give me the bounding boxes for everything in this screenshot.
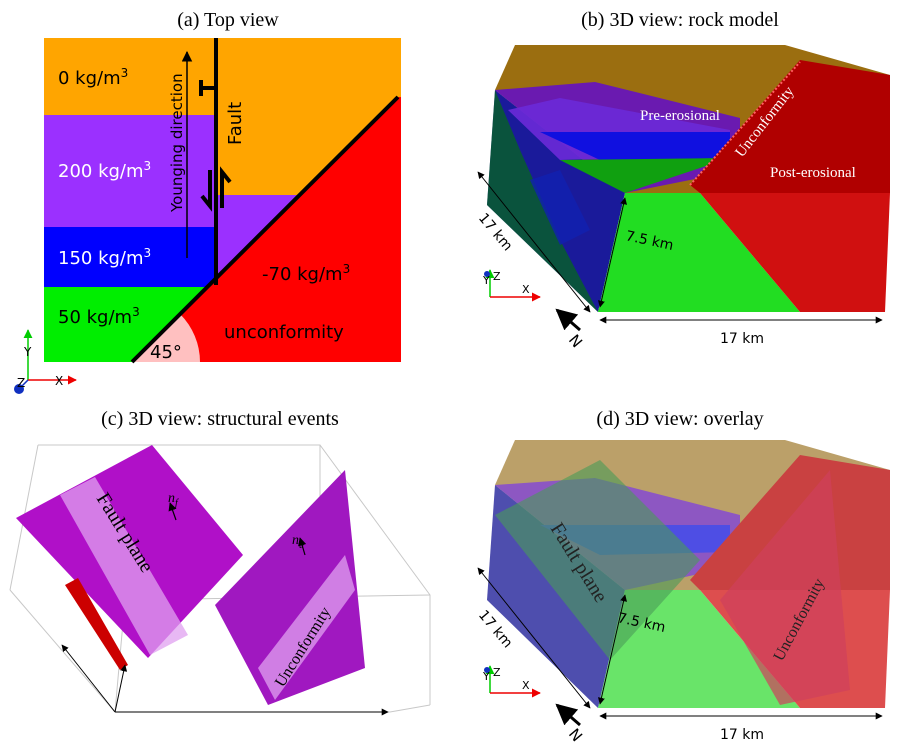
band-50-label: 50 kg/m3 [58, 305, 140, 328]
front-face-green [598, 193, 800, 312]
axes-triad-b: Y X Z [482, 269, 541, 302]
nu-vector [298, 537, 307, 556]
fault-label: Fault [225, 102, 246, 145]
nf-label: nf [168, 491, 179, 509]
post-erosional-front [700, 193, 890, 312]
angle-label: 45° [150, 342, 182, 363]
post-erosional-label: Post-erosional [770, 165, 856, 181]
dim-bottom-label-b: 17 km [720, 331, 764, 347]
fault-motion-right-arrow [220, 166, 232, 208]
dim-side-d [477, 567, 591, 709]
panel-d-title: (d) 3D view: overlay [596, 408, 763, 430]
fault-motion-left-arrow [200, 170, 212, 212]
svg-text:X: X [55, 374, 63, 388]
pre-erosional-blue [540, 132, 730, 160]
pre-erosional-green-top [560, 158, 730, 193]
panel-d: (d) 3D view: overlay Fault plane Unconfo… [475, 408, 890, 745]
svg-text:Y: Y [482, 670, 490, 683]
band-0-label: 0 kg/m3 [58, 66, 128, 89]
svg-text:X: X [522, 679, 530, 692]
pre-erosional-label: Pre-erosional [640, 108, 720, 124]
svg-text:Z: Z [493, 270, 501, 283]
svg-text:X: X [522, 283, 530, 296]
svg-text:Y: Y [482, 274, 490, 287]
dim-height-b [597, 197, 628, 308]
panel-b-title: (b) 3D view: rock model [581, 9, 779, 31]
nf-vector [168, 502, 177, 521]
svg-text:Z: Z [17, 376, 25, 390]
svg-text:Z: Z [493, 666, 501, 679]
dim-bottom-label-d: 17 km [720, 727, 764, 743]
younging-label: Younging direction [168, 73, 186, 213]
band-150-label: 150 kg/m3 [58, 246, 151, 269]
north-label-b: N [565, 331, 586, 351]
axes-triad-d: Y X Z [482, 665, 541, 698]
panel-a: (a) Top view Younging direction Fault 0 [14, 9, 401, 394]
nu-label: nu [292, 533, 304, 551]
north-arrow-b [555, 308, 581, 332]
wedge-unconformity-label: unconformity [224, 322, 344, 343]
panel-b: (b) 3D view: rock model Pre-erosional Po… [475, 9, 890, 351]
post-erosional-top [690, 60, 890, 193]
svg-text:Y: Y [23, 345, 32, 359]
dim-side-b [477, 171, 591, 313]
wedge-density-label: -70 kg/m3 [262, 262, 350, 285]
panel-a-title: (a) Top view [177, 9, 279, 31]
fault-dip-symbol [199, 80, 216, 96]
axes-triad-a: Y X Z [14, 329, 77, 394]
north-arrow-d [555, 703, 581, 727]
band-200-label: 200 kg/m3 [58, 159, 151, 182]
panel-c-title: (c) 3D view: structural events [101, 408, 339, 430]
panel-c: (c) 3D view: structural events Fault pla… [9, 408, 431, 716]
rock-model-block [487, 45, 890, 312]
dim-height-d [597, 594, 628, 705]
overlay-block [487, 440, 890, 708]
angle-sector [132, 314, 200, 362]
unconformity-line [130, 95, 400, 364]
north-label-d: N [565, 725, 586, 745]
unconformity-plane [215, 470, 365, 705]
